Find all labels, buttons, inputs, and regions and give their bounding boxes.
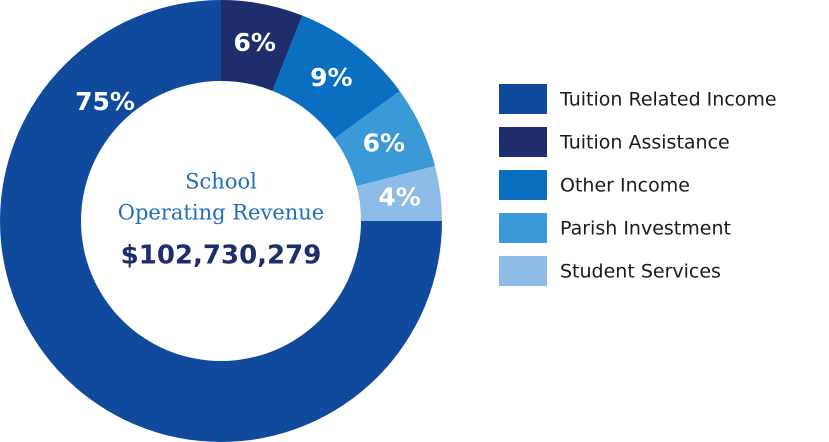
slice-label: 75%: [75, 87, 135, 116]
legend-label: Tuition Assistance: [559, 132, 730, 154]
slice-label: 9%: [310, 63, 352, 92]
legend-swatch: [499, 84, 547, 114]
legend-label: Other Income: [560, 175, 690, 197]
legend-swatch: [499, 170, 547, 200]
donut-slice: [272, 15, 400, 139]
donut-slice: [334, 91, 436, 187]
slice-label: 6%: [363, 128, 405, 157]
slice-label: 6%: [234, 28, 276, 57]
legend-label: Student Services: [560, 261, 721, 283]
total: $102,730,279: [121, 241, 322, 271]
legend-label: Tuition Related Income: [559, 89, 777, 111]
legend-label: Parish Investment: [560, 218, 731, 240]
slice-label: 4%: [378, 182, 420, 211]
donut-slice: [221, 0, 303, 91]
center-text: School: [185, 170, 257, 194]
legend-swatch: [499, 256, 547, 286]
legend-swatch: [499, 127, 547, 157]
legend-swatch: [499, 213, 547, 243]
donut-slice: [0, 0, 442, 442]
donut-slice: [356, 166, 442, 221]
center-text: Operating Revenue: [118, 201, 324, 225]
